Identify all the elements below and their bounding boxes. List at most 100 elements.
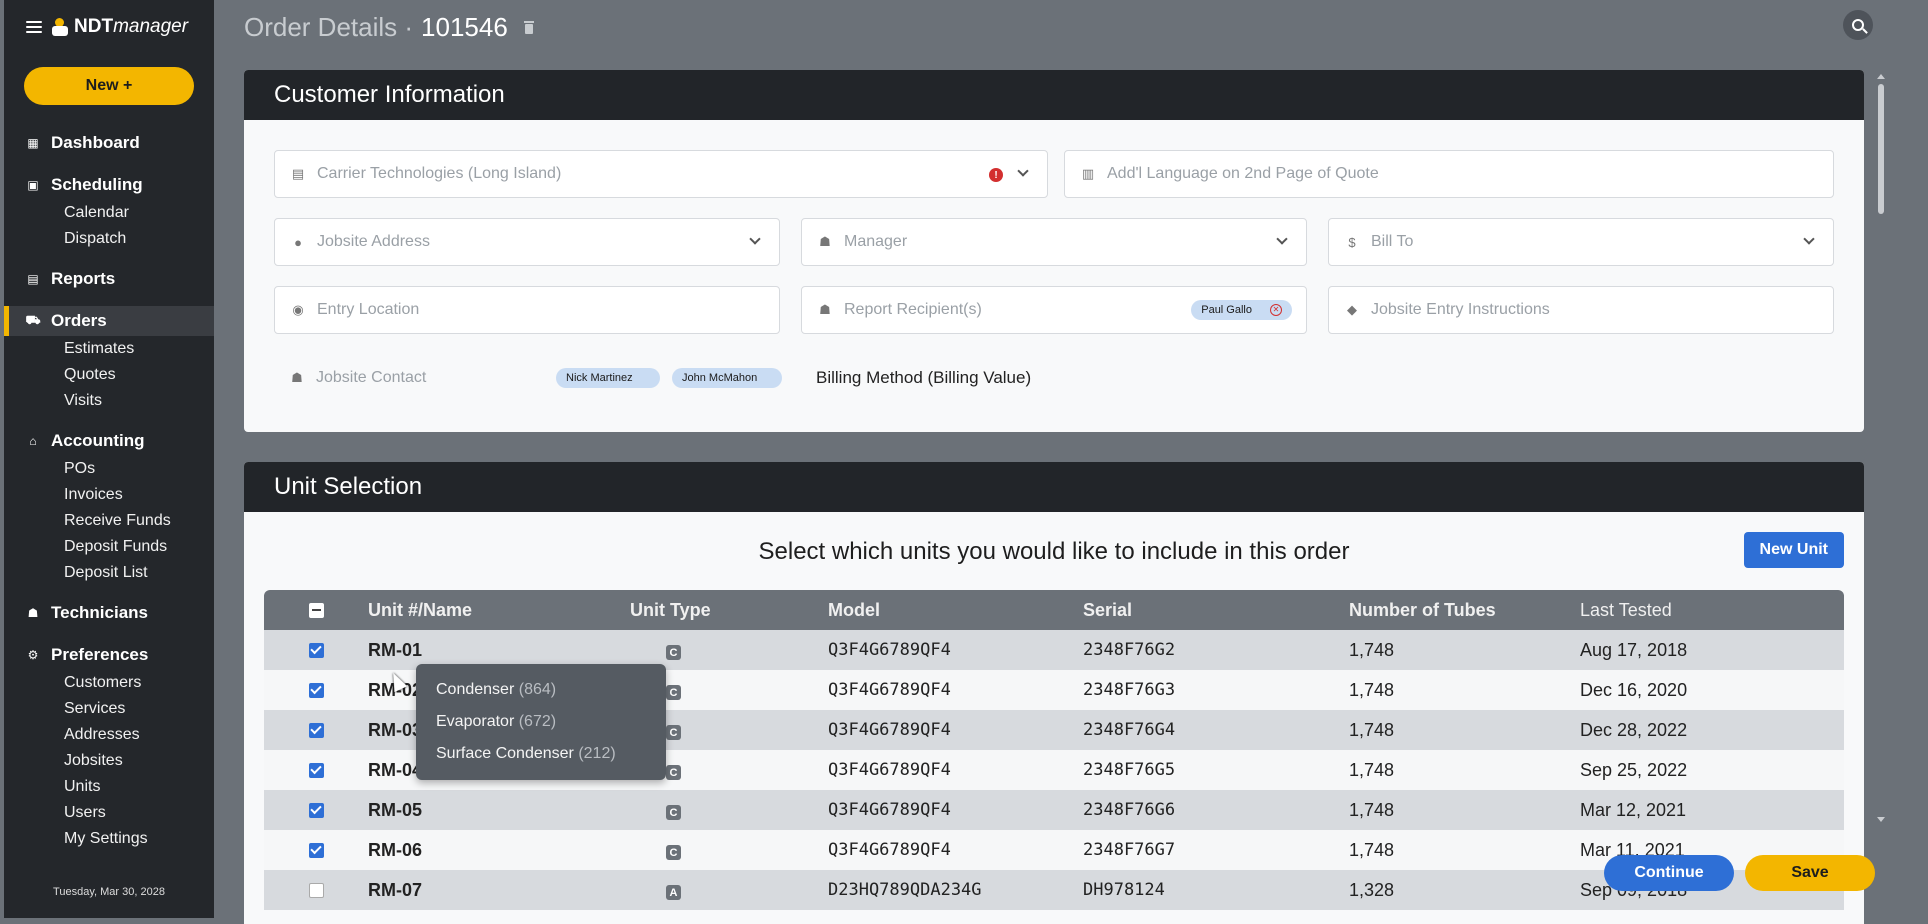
trash-icon[interactable] xyxy=(523,21,534,34)
unit-tubes: 1,748 xyxy=(1349,719,1395,740)
sidebar-subitem-pos[interactable]: POs xyxy=(64,460,96,477)
customer-select[interactable]: ▤ Carrier Technologies (Long Island) ! xyxy=(274,150,1048,198)
unit-type-badge[interactable]: C xyxy=(666,845,681,860)
recipient-chip[interactable]: Paul Gallo ✕ xyxy=(1191,300,1292,320)
manager-select[interactable]: ☗ Manager xyxy=(801,218,1307,266)
column-header-last-tested[interactable]: Last Tested xyxy=(1580,599,1672,620)
chevron-down-icon xyxy=(749,233,761,245)
unit-model: Q3F4G6789QF4 xyxy=(828,760,951,780)
unit-name: RM-07 xyxy=(368,879,423,900)
unit-type-badge[interactable]: C xyxy=(666,725,681,740)
nav-section-accounting: ⌂ Accounting POs Invoices Receive Funds Depos… xyxy=(4,426,214,586)
sidebar-item-dashboard[interactable]: ▦ Dashboard xyxy=(4,128,214,158)
save-button[interactable]: Save xyxy=(1745,855,1875,891)
sidebar-item-accounting[interactable]: ⌂ Accounting xyxy=(4,426,214,456)
scroll-thumb[interactable] xyxy=(1878,84,1884,214)
sidebar-subitem-my-settings[interactable]: My Settings xyxy=(64,830,148,847)
column-header-tubes[interactable]: Number of Tubes xyxy=(1349,599,1496,620)
app-logo[interactable]: NDTmanager xyxy=(52,16,188,38)
row-checkbox[interactable] xyxy=(308,642,324,658)
sidebar-subitem-jobsites[interactable]: Jobsites xyxy=(64,752,123,769)
column-header-unit-type[interactable]: Unit Type xyxy=(630,599,711,620)
bill-to-placeholder: Bill To xyxy=(1371,233,1414,250)
sidebar-subitem-calendar[interactable]: Calendar xyxy=(64,204,129,221)
addl-language-field[interactable]: ▥ Add'l Language on 2nd Page of Quote xyxy=(1064,150,1834,198)
new-unit-button[interactable]: New Unit xyxy=(1743,532,1844,568)
sidebar-subitem-visits[interactable]: Visits xyxy=(64,392,102,409)
row-checkbox[interactable] xyxy=(308,722,324,738)
contact-chip[interactable]: John McMahon xyxy=(672,368,782,388)
bill-to-select[interactable]: $ Bill To xyxy=(1328,218,1834,266)
sidebar-item-orders[interactable]: ⛟ Orders xyxy=(4,306,214,336)
row-checkbox[interactable] xyxy=(308,842,324,858)
unit-type-badge[interactable]: C xyxy=(666,765,681,780)
continue-button[interactable]: Continue xyxy=(1604,855,1734,891)
table-body: RM-01 C Q3F4G6789QF4 2348F76G2 1,748 Aug 17, … xyxy=(264,630,1844,910)
menu-icon[interactable] xyxy=(26,21,42,33)
billing-method[interactable]: Billing Method (Billing Value) xyxy=(816,368,1032,387)
sidebar-subitem-services[interactable]: Services xyxy=(64,700,126,717)
column-header-unit-name[interactable]: Unit #/Name xyxy=(368,599,473,620)
unit-tubes: 1,748 xyxy=(1349,639,1395,660)
report-recipients-field[interactable]: ☗ Report Recipient(s) Paul Gallo ✕ xyxy=(801,286,1307,334)
jobsite-address-select[interactable]: ● Jobsite Address xyxy=(274,218,780,266)
sidebar-subitem-addresses[interactable]: Addresses xyxy=(64,726,140,743)
chevron-down-icon xyxy=(1276,233,1288,245)
sidebar-subitem-deposit-list[interactable]: Deposit List xyxy=(64,564,148,581)
nav-section-reports: ▤ Reports xyxy=(4,264,214,294)
unit-name: RM-04 xyxy=(368,759,423,780)
directions-icon: ◆ xyxy=(1347,302,1357,317)
unit-type-badge[interactable]: C xyxy=(666,645,681,660)
scroll-down-icon[interactable] xyxy=(1877,817,1885,822)
sidebar-item-preferences[interactable]: ⚙ Preferences xyxy=(4,640,214,670)
search-button[interactable] xyxy=(1843,10,1873,40)
row-checkbox[interactable] xyxy=(308,882,324,898)
nav-section-dashboard: ▦ Dashboard xyxy=(4,128,214,158)
table-header: Unit #/Name Unit Type Model Serial Numbe… xyxy=(264,590,1844,630)
sidebar-subitem-quotes[interactable]: Quotes xyxy=(64,366,116,383)
new-button[interactable]: New + xyxy=(24,67,194,105)
sidebar-item-technicians[interactable]: ☗ Technicians xyxy=(4,598,214,628)
sidebar-subitem-estimates[interactable]: Estimates xyxy=(64,340,135,357)
remove-icon[interactable]: ✕ xyxy=(1270,304,1282,316)
row-checkbox[interactable] xyxy=(308,762,324,778)
sidebar-item-reports[interactable]: ▤ Reports xyxy=(4,264,214,294)
sidebar-nav: ▦ Dashboard ▣ Scheduling Calendar Dispatch ▤ Re… xyxy=(4,128,214,864)
unit-type-badge[interactable]: C xyxy=(666,805,681,820)
customer-placeholder: Carrier Technologies (Long Island) xyxy=(317,165,562,182)
units-table: Unit #/Name Unit Type Model Serial Numbe… xyxy=(264,590,1844,910)
scrollbar[interactable] xyxy=(1876,74,1886,822)
unit-serial: 2348F76G7 xyxy=(1083,840,1176,860)
row-checkbox[interactable] xyxy=(308,802,324,818)
row-checkbox[interactable] xyxy=(308,682,324,698)
sidebar-subitem-dispatch[interactable]: Dispatch xyxy=(64,230,127,247)
sidebar-subitem-users[interactable]: Users xyxy=(64,804,106,821)
unit-type-badge[interactable]: C xyxy=(666,685,681,700)
scroll-up-icon[interactable] xyxy=(1877,74,1885,79)
entry-instructions-field[interactable]: ◆ Jobsite Entry Instructions xyxy=(1328,286,1834,334)
jobsite-contact[interactable]: ☗ Jobsite Contact Nick Martinez John McM… xyxy=(274,368,782,388)
sidebar-subitem-customers[interactable]: Customers xyxy=(64,674,142,691)
sidebar-header: NDTmanager xyxy=(4,0,214,54)
sidebar-subitem-units[interactable]: Units xyxy=(64,778,101,795)
contact-chip-label: John McMahon xyxy=(682,372,758,384)
column-header-serial[interactable]: Serial xyxy=(1083,599,1133,620)
sidebar-item-scheduling[interactable]: ▣ Scheduling xyxy=(4,170,214,200)
sidebar-item-label: Scheduling xyxy=(51,175,143,194)
unit-name: RM-05 xyxy=(368,799,423,820)
column-header-model[interactable]: Model xyxy=(828,599,880,620)
sidebar-subitem-deposit-funds[interactable]: Deposit Funds xyxy=(64,538,168,555)
sidebar-item-label: Accounting xyxy=(51,431,145,450)
table-row[interactable]: RM-05 C Q3F4G6789QF4 2348F76G6 1,748 Mar 12, … xyxy=(264,790,1844,830)
unit-type-badge[interactable]: A xyxy=(666,885,681,900)
tooltip-item: Evaporator (672) xyxy=(436,706,666,738)
select-all-checkbox[interactable] xyxy=(308,602,324,618)
contact-chip[interactable]: Nick Martinez xyxy=(556,368,660,388)
table-row[interactable]: RM-06 C Q3F4G6789QF4 2348F76G7 1,748 Mar 11, … xyxy=(264,830,1844,870)
entry-location-field[interactable]: ◉ Entry Location xyxy=(274,286,780,334)
sidebar-subitem-invoices[interactable]: Invoices xyxy=(64,486,123,503)
table-row[interactable]: RM-01 C Q3F4G6789QF4 2348F76G2 1,748 Aug 17, … xyxy=(264,630,1844,670)
sidebar-subitem-receive-funds[interactable]: Receive Funds xyxy=(64,512,171,529)
unit-selection-title: Unit Selection xyxy=(244,462,1864,512)
